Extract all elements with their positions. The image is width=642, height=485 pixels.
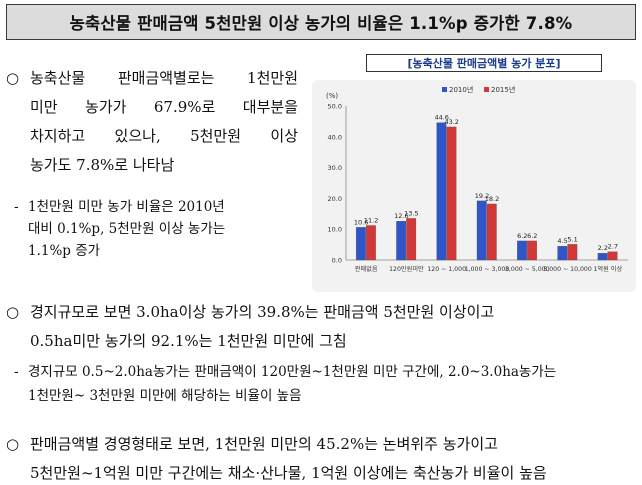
legend-swatch: [442, 87, 447, 92]
bar-2015: [446, 126, 457, 261]
y-tick-label: 50.0: [328, 103, 342, 111]
section1-sub-line: 1천만원 미만 농가 비율은 2010년: [28, 199, 225, 215]
bar-value-label: 11.2: [364, 217, 378, 225]
bar-value-label: 6.2: [527, 232, 537, 240]
bar-chart: (%) 0.0 10.0 20.0 30.0 40.0 50.0 2010년 2015년 10.6…: [326, 85, 628, 273]
bar-2010: [517, 240, 527, 261]
page-title: 농축산물 판매금액 5천만원 이상 농가의 비율은 1.1%p 증가한 7.8%: [69, 14, 573, 33]
bar-value-label: 4.5: [557, 237, 567, 245]
bar-2010: [355, 227, 366, 261]
bullet-mark: ○: [6, 303, 20, 321]
y-tick-label: 20.0: [328, 195, 342, 203]
bar-value-label: 5.1: [567, 235, 577, 243]
section2-line: 경지규모로 보면 3.0ha이상 농가의 39.8%는 판매금액 5천만원 이상…: [30, 303, 495, 321]
bar-2010: [396, 221, 407, 261]
chart-title: [농축산물 판매금액별 농가 분포]: [366, 54, 602, 72]
chart-container: [농축산물 판매금액별 농가 분포] (%) 0.0 10.0 20.0 30.0 40.…: [312, 52, 636, 292]
y-axis-unit-label: (%): [326, 92, 338, 100]
section1-line: 차지하고 있으나, 5천만원 이상: [30, 127, 298, 145]
title-bar: 농축산물 판매금액 5천만원 이상 농가의 비율은 1.1%p 증가한 7.8%: [6, 4, 636, 40]
section1-line: 미만 농가가 67.9%로 대부분을: [30, 98, 298, 116]
y-tick-label: 40.0: [328, 133, 342, 141]
dash-mark: -: [14, 199, 19, 215]
section2-sub-bullet: - 경지규모 0.5~2.0ha농가는 판매금액이 120만원~1천만원 미만 …: [14, 360, 640, 408]
bar-2010: [597, 253, 608, 261]
section2-bullet: ○ 경지규모로 보면 3.0ha이상 농가의 39.8%는 판매금액 5천만원 …: [6, 298, 636, 356]
bar-value-label: 43.2: [444, 118, 458, 126]
bar-value-label: 18.2: [485, 195, 499, 203]
bar-value-label: 19.2: [475, 192, 489, 200]
x-tick-label: 판매없음: [355, 265, 378, 273]
section1-bullet: ○ 농축산물 판매금액별로는 1천만원 미만 농가가 67.9%로 대부분을 차…: [6, 64, 298, 180]
bullet-mark: ○: [6, 69, 20, 87]
bar-2015: [527, 240, 537, 261]
legend-label: 2015년: [491, 85, 515, 94]
section1-sub-line: 대비 0.1%p, 5천만원 이상 농가는: [28, 221, 226, 237]
bar-2015: [486, 203, 497, 261]
bar-2010: [557, 245, 568, 261]
x-tick-label: 5,000 ~ 10,000: [543, 266, 592, 273]
section3-line: 5천만원~1억원 미만 구간에는 채소·산나물, 1억원 이상에는 축산농가 비…: [30, 464, 547, 482]
x-tick-label: 1,000 ~ 3,000: [465, 266, 510, 273]
y-tick-label: 10.0: [328, 226, 342, 234]
x-tick-label: 1억원 이상: [594, 265, 623, 273]
bar-2015: [607, 251, 618, 261]
bar-value-label: 6.2: [517, 232, 527, 240]
section3-bullet: ○ 판매금액별 경영형태로 보면, 1천만원 미만의 45.2%는 논벼위주 농…: [6, 430, 636, 485]
bullet-mark: ○: [6, 435, 20, 453]
bar-2010: [436, 122, 447, 261]
bar-value-label: 2.2: [598, 244, 608, 252]
section2-sub-line: 1천만원~ 3천만원 미만에 해당하는 비율이 높음: [28, 388, 302, 404]
y-tick-label: 30.0: [328, 164, 342, 172]
section1-line: 농축산물 판매금액별로는 1천만원: [30, 69, 298, 87]
dash-mark: -: [14, 364, 19, 380]
bar-value-label: 12.6: [394, 212, 408, 220]
section1-sub-line: 1.1%p 증가: [28, 243, 101, 259]
section1-line: 농가도 7.8%로 나타남: [30, 156, 175, 174]
bar-value-label: 44.6: [434, 114, 448, 122]
bar-value-label: 10.6: [354, 218, 368, 226]
y-tick-label: 0.0: [332, 257, 342, 265]
bar-value-label: 2.7: [608, 243, 618, 251]
x-tick-label: 120만원미만: [389, 265, 424, 273]
section2-line: 0.5ha미만 농가의 92.1%는 1천만원 미만에 그침: [30, 332, 347, 350]
x-tick-label: 3,000 ~ 5,000: [505, 266, 550, 273]
bar-2015: [567, 244, 578, 261]
x-tick-label: 120 ~ 1,000: [427, 266, 466, 273]
legend-swatch: [484, 87, 489, 92]
bar-value-label: 13.5: [404, 209, 418, 217]
bar-2015: [406, 218, 417, 261]
section3-line: 판매금액별 경영형태로 보면, 1천만원 미만의 45.2%는 논벼위주 농가이…: [30, 435, 498, 453]
bar-2010: [476, 200, 487, 261]
chart-panel: (%) 0.0 10.0 20.0 30.0 40.0 50.0 2010년 2015년 10.6…: [312, 80, 636, 292]
section2-sub-line: 경지규모 0.5~2.0ha농가는 판매금액이 120만원~1천만원 미만 구간…: [28, 364, 557, 380]
section1-sub-bullet: - 1천만원 미만 농가 비율은 2010년 대비 0.1%p, 5천만원 이상…: [14, 196, 300, 262]
bar-2015: [365, 225, 376, 261]
legend-label: 2010년: [449, 85, 473, 94]
